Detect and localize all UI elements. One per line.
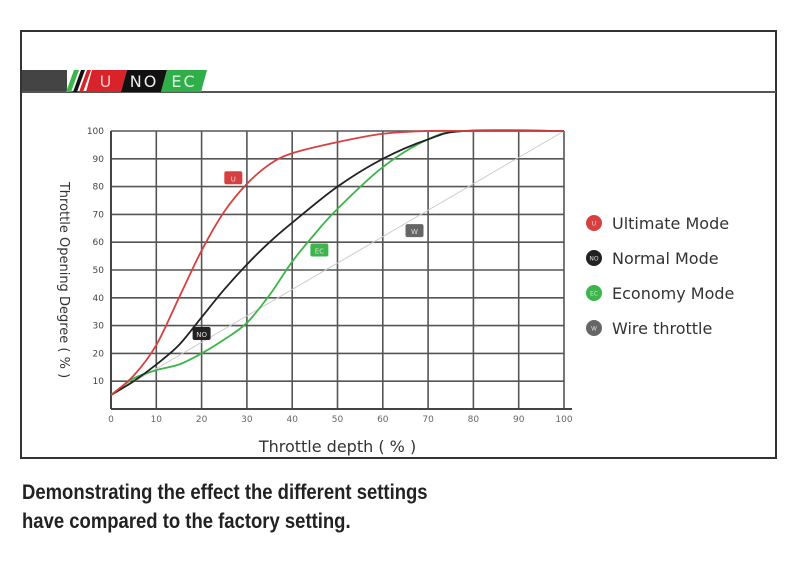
legend-label: Normal Mode [612,249,719,268]
series-badge-ultimate-mode: U [224,171,243,185]
series-badge-normal-mode: NO [192,326,211,340]
legend-item-normal-mode: NO Normal Mode [586,249,719,268]
legend-item-wire-throttle: W Wire throttle [586,319,712,338]
x-tick-label: 20 [196,415,208,425]
legend-item-economy-mode: EC Economy Mode [586,284,734,303]
chart-frame [20,30,777,459]
y-tick-label: 80 [93,183,105,193]
legend-marker-icon [586,320,602,336]
badge-box [224,171,243,185]
x-tick-label: 10 [151,415,163,425]
legend-label: Wire throttle [612,319,712,338]
y-tick-label: 20 [93,349,105,359]
series-line-normal-mode [110,129,565,396]
legend-marker-icon [586,285,602,301]
logo-text-ec: EC [171,72,196,91]
badge-text: EC [315,248,324,256]
logo-text-u: U [100,72,114,91]
x-tick-label: 90 [513,415,525,425]
legend-marker-text: W [591,326,597,333]
caption-line-2: have compared to the factory setting. [22,510,351,533]
badge-box [310,243,329,257]
legend-marker-text: NO [589,256,598,263]
series-badge-wire-throttle: W [405,224,424,238]
legend-item-ultimate-mode: U Ultimate Mode [586,214,729,233]
logo-stripe-green [66,70,79,92]
y-tick-label: 40 [93,294,105,304]
x-tick-label: 100 [555,415,572,425]
header-bar-dark [22,70,67,92]
x-tick-label: 60 [377,415,389,425]
badge-box [192,326,211,340]
y-axis-label: Throttle Opening Degree ( % ) [56,181,71,378]
badge-text: U [231,175,236,183]
series-badge-economy-mode: EC [310,243,329,257]
legend-label: Economy Mode [612,284,734,303]
legend-label: Ultimate Mode [612,214,729,233]
y-tick-label: 50 [93,266,105,276]
badge-box [405,224,424,238]
series-line-ultimate-mode [110,129,564,396]
badge-text: NO [196,331,207,339]
logo-stripe-red [79,70,91,92]
x-tick-label: 0 [108,415,114,425]
y-tick-label: 60 [93,238,105,248]
badge-text: W [411,228,418,236]
y-tick-label: 70 [93,210,105,220]
caption-line-1: Demonstrating the effect the different s… [22,481,428,504]
x-axis-label: Throttle depth ( % ) [258,437,416,456]
legend-marker-icon [586,250,602,266]
x-tick-label: 70 [422,415,434,425]
y-tick-label: 90 [93,155,105,165]
logo-text-no: NO [130,72,159,91]
x-tick-label: 40 [286,415,298,425]
y-tick-label: 100 [87,127,104,137]
x-tick-label: 30 [241,415,253,425]
legend-marker-text: EC [590,291,598,298]
legend-marker-text: U [592,221,596,228]
logo-segment-ec [161,70,207,92]
logo-stripe-black [73,70,85,92]
x-tick-label: 50 [332,415,344,425]
x-tick-label: 80 [468,415,480,425]
logo-segment-no [121,70,167,92]
logo-segment-u [86,70,127,92]
series-line-wire-throttle [110,130,565,396]
legend-marker-icon [586,215,602,231]
y-tick-label: 10 [93,377,105,387]
y-tick-label: 30 [93,322,105,332]
caption: Demonstrating the effect the different s… [22,478,568,536]
